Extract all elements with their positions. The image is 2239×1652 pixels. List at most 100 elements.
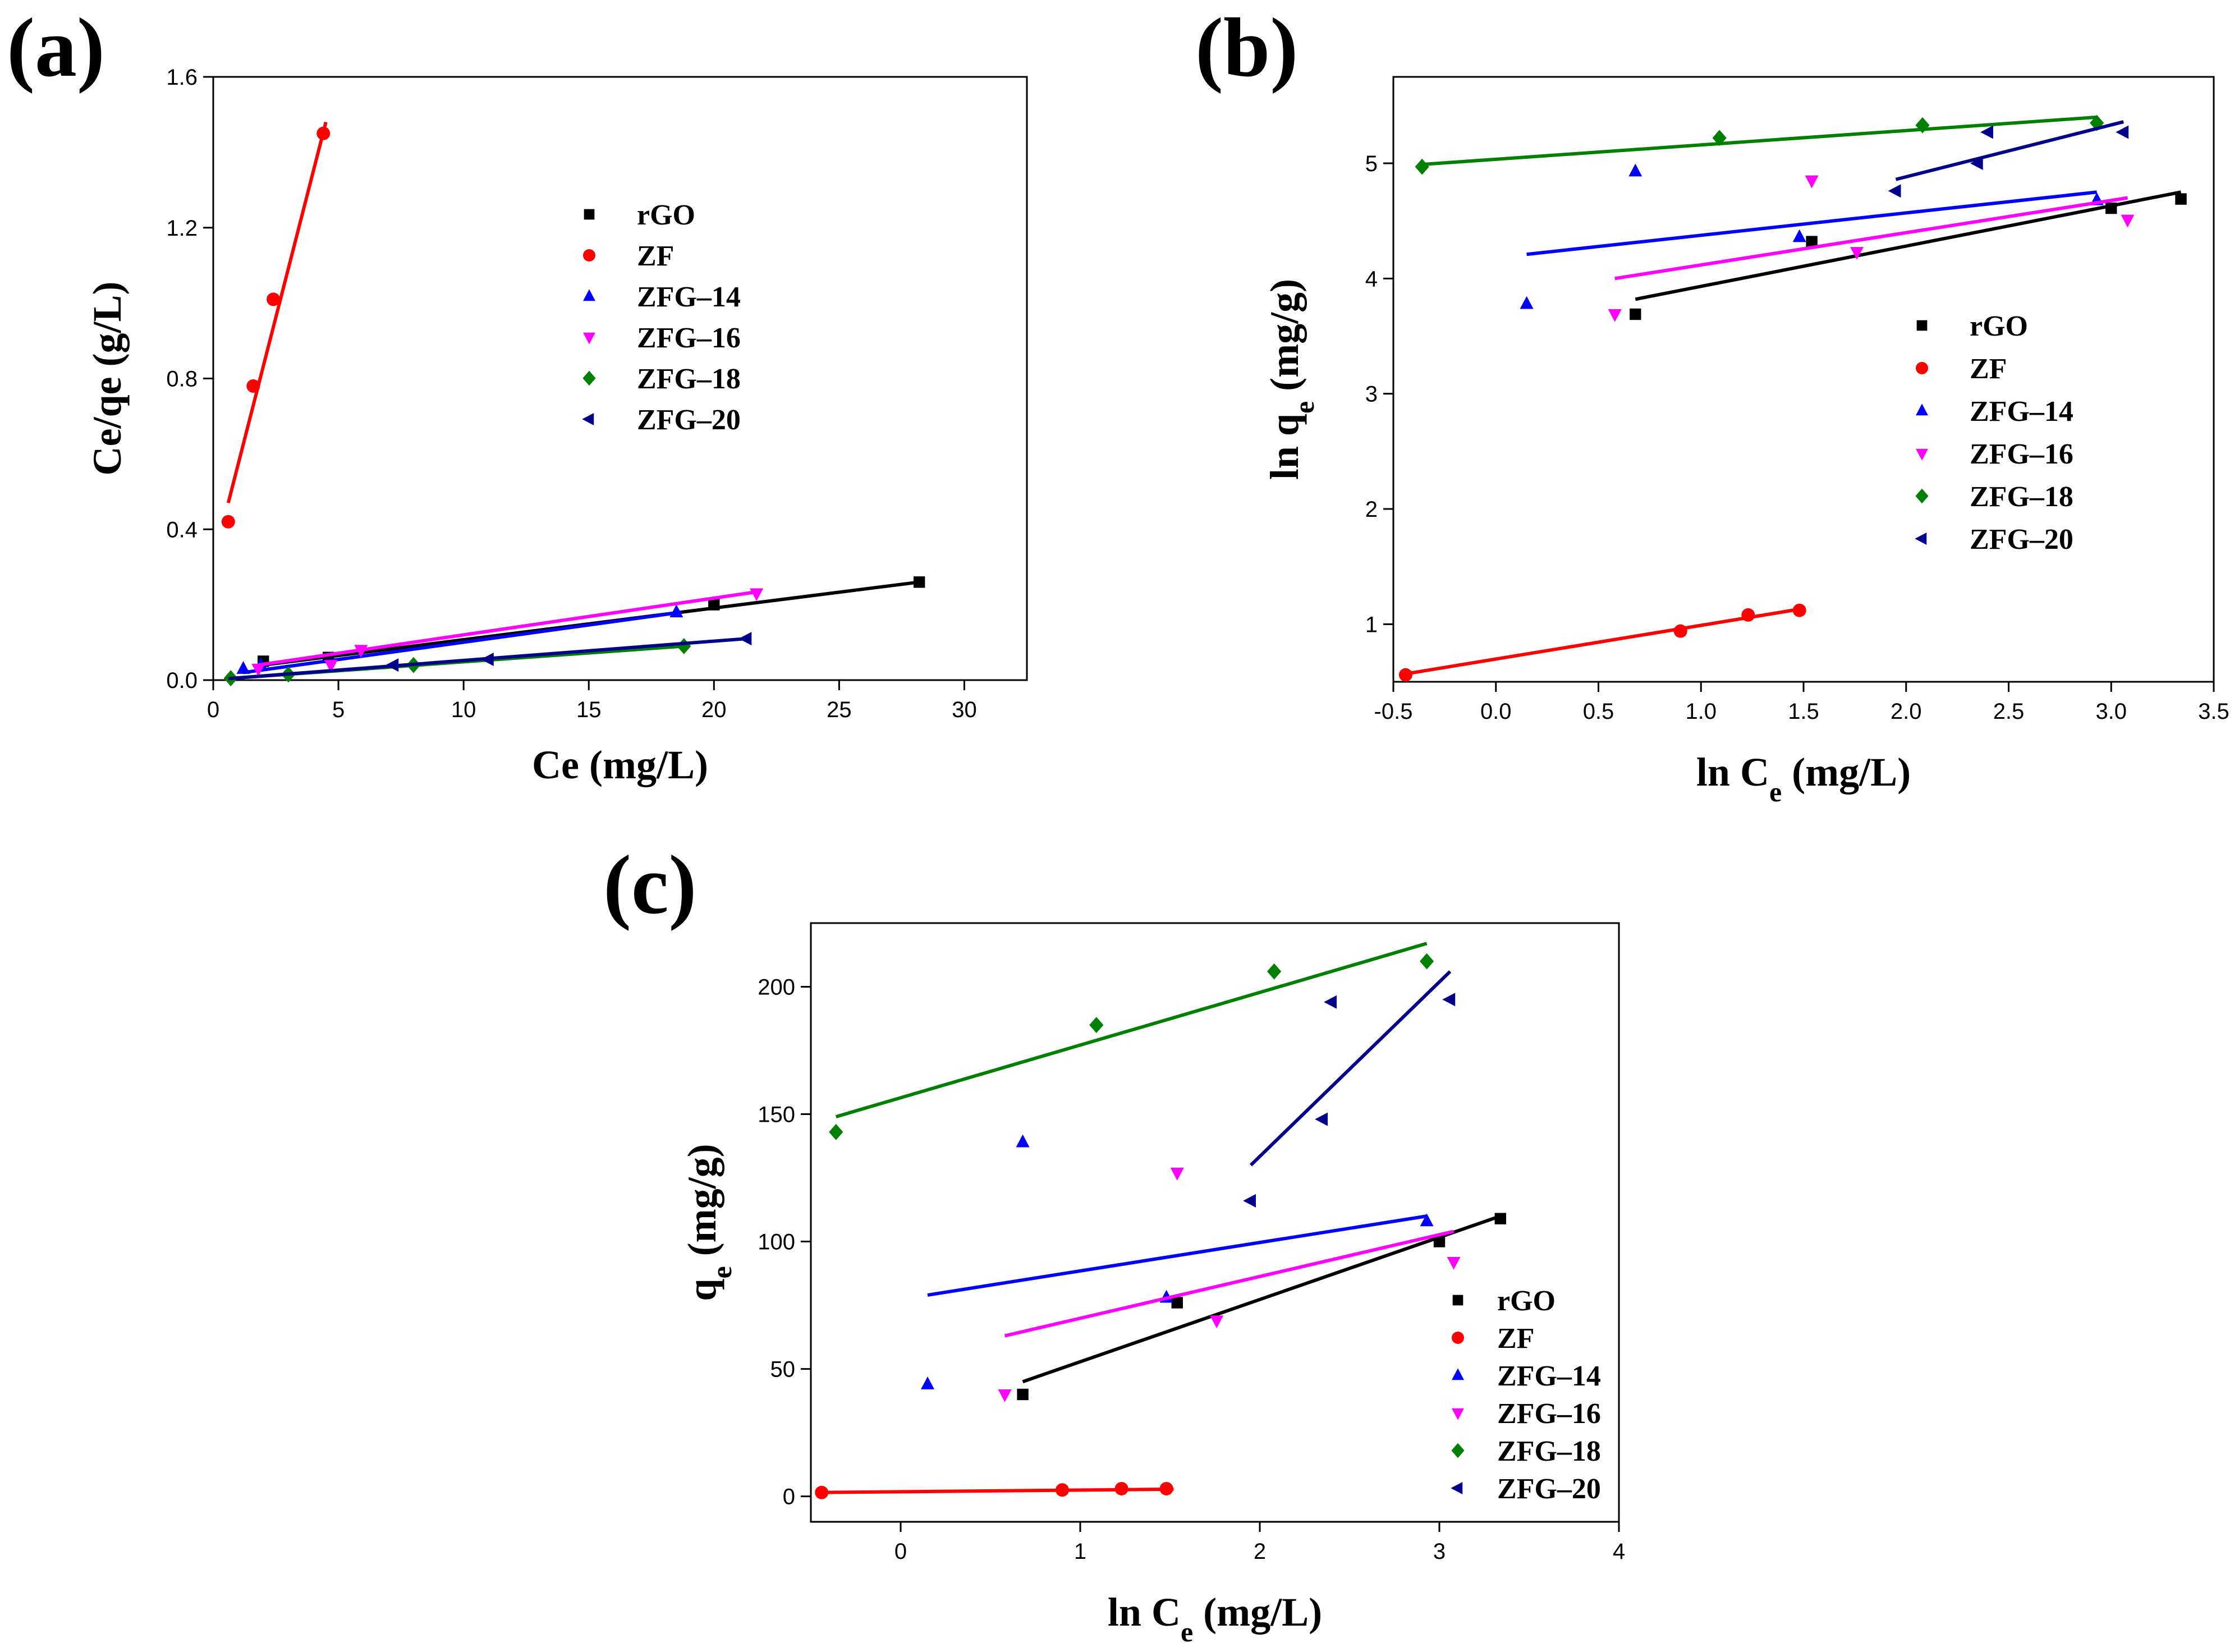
fit-line-c-zf: [816, 1487, 1174, 1494]
legend-marker-b-rgo: [1916, 320, 1928, 331]
point-b-rgo-0: [1630, 308, 1641, 320]
fit-line-b-zfg-18: [1421, 115, 2097, 167]
point-a-zfg-20-2: [738, 632, 752, 646]
panel-label-c: (c): [603, 838, 696, 931]
point-c-zfg-18-0: [829, 1123, 843, 1140]
legend-marker-b-zfg-18: [1915, 488, 1929, 504]
legend-marker-a-zfg-20: [582, 413, 594, 425]
fit-line-b-zfg-16: [1614, 196, 2128, 281]
legend-marker-a-rgo: [584, 209, 595, 220]
point-a-rgo-2: [708, 599, 720, 611]
x-axis-title-b-main: ln C: [1696, 750, 1769, 795]
series-c-rgo: [1017, 1213, 1506, 1401]
y-tick-label-b-4: 4: [1365, 267, 1378, 291]
x-axis-title-c-subscript: e: [1181, 1616, 1193, 1648]
legend-label-b-zfg-14: ZFG–14: [1970, 396, 2073, 428]
legend-marker-c-zfg-18: [1451, 1443, 1465, 1458]
legend-label-b-rgo: rGO: [1970, 310, 2028, 342]
point-b-zfg-20-1: [1970, 157, 1983, 170]
series-c-zfg-20: [1243, 970, 1456, 1208]
x-axis-title-b-subscript: e: [1769, 776, 1782, 807]
y-tick-label-c-100: 100: [758, 1230, 795, 1255]
point-b-zfg-14-2: [1792, 229, 1806, 242]
point-c-rgo-1: [1171, 1297, 1183, 1309]
y-tick-label-a-0-4: 0.4: [166, 517, 198, 542]
y-axis-title-b-subscript: e: [1288, 401, 1320, 414]
x-tick-label-a-20: 20: [701, 697, 727, 722]
legend-label-b-zfg-20: ZFG–20: [1970, 524, 2073, 556]
point-c-rgo-3: [1494, 1213, 1506, 1224]
series-c-zf: [815, 1481, 1174, 1499]
fit-line-c-rgo: [1022, 1214, 1501, 1384]
legend-marker-a-zf: [583, 249, 595, 261]
fit-line-b-rgo: [1635, 190, 2182, 301]
legend-c: rGO ZF ZFG–14 ZFG–16 ZFG–18 ZFG–20: [1451, 1285, 1601, 1505]
y-axis-title-b: ln qe (mg/g): [1262, 279, 1320, 480]
x-tick-label-a-25: 25: [827, 697, 852, 722]
y-axis-title-c-unit: (mg/g): [680, 1144, 724, 1266]
fit-line-b-zfg-14: [1526, 190, 2097, 256]
fit-line-c-zfg-20: [1249, 970, 1452, 1167]
x-axis-title-b-unit: (mg/L): [1782, 750, 1911, 795]
y-axis-title-c-subscript: e: [706, 1266, 737, 1278]
point-b-zf-2: [1741, 608, 1755, 622]
series-c-zfg-16: [998, 1167, 1461, 1402]
series-b-zfg-18: [1415, 114, 2104, 175]
y-axis-title-a: Ce/qe (g/L): [85, 282, 130, 476]
legend-marker-a-zfg-18: [582, 370, 596, 386]
x-tick-label-c-3: 3: [1433, 1539, 1446, 1564]
legend-marker-c-zf: [1452, 1332, 1464, 1344]
x-tick-label-a-10: 10: [451, 697, 476, 722]
point-a-rgo-3: [913, 576, 925, 588]
series-b-zf: [1398, 603, 1806, 682]
y-axis-title-b-unit: (mg/g): [1262, 279, 1307, 401]
series-a-zfg-20: [228, 632, 752, 681]
legend-label-c-zfg-18: ZFG–18: [1497, 1435, 1601, 1467]
panel-label-a: (a): [7, 1, 105, 94]
fit-line-c-zfg-16: [1004, 1229, 1455, 1338]
x-tick-label-a-5: 5: [332, 697, 345, 722]
series-c-zfg-18: [829, 942, 1434, 1140]
point-a-zfg-16-1: [324, 660, 338, 673]
series-b-zfg-20: [1888, 120, 2129, 198]
point-c-zf-3: [1159, 1481, 1173, 1495]
point-b-zf-1: [1673, 624, 1687, 638]
legend-label-a-rgo: rGO: [637, 199, 695, 231]
point-b-rgo-2: [2105, 202, 2117, 214]
x-axis-title-a: Ce (mg/L): [532, 742, 708, 787]
legend-marker-a-zfg-14: [583, 289, 595, 301]
point-b-zfg-20-3: [2116, 125, 2129, 139]
legend-marker-c-zfg-14: [1452, 1368, 1464, 1380]
legend-label-a-zfg-20: ZFG–20: [637, 404, 741, 436]
legend-a: rGO ZF ZFG–14 ZFG–16 ZFG–18 ZFG–20: [582, 199, 741, 436]
y-tick-label-b-1: 1: [1365, 612, 1378, 637]
point-c-zfg-20-0: [1243, 1194, 1256, 1208]
x-tick-label-b-1-5: 1.5: [1788, 699, 1819, 724]
point-c-zfg-16-3: [1447, 1256, 1461, 1270]
legend-label-b-zfg-16: ZFG–16: [1970, 438, 2073, 470]
plot-frame-c: [810, 922, 1620, 1523]
point-b-rgo-3: [2175, 193, 2187, 205]
point-a-zfg-16-0: [251, 663, 265, 677]
legend-label-c-zf: ZF: [1497, 1323, 1534, 1355]
x-tick-label-c-2: 2: [1254, 1539, 1266, 1564]
legend-label-b-zf: ZF: [1970, 353, 2007, 385]
point-b-zfg-14-0: [1520, 296, 1534, 309]
x-tick-label-a-0: 0: [207, 697, 219, 722]
point-b-zfg-18-0: [1415, 158, 1429, 175]
point-a-zfg-20-0: [386, 658, 399, 672]
point-b-zfg-16-3: [2121, 214, 2135, 228]
series-a-zf: [221, 121, 331, 529]
point-b-zf-0: [1398, 668, 1412, 682]
point-c-rgo-0: [1017, 1388, 1029, 1401]
point-c-zfg-18-2: [1267, 963, 1282, 980]
point-c-zfg-18-3: [1420, 953, 1434, 970]
y-tick-label-c-200: 200: [758, 975, 795, 1000]
fit-line-a-zfg-14: [243, 611, 682, 674]
x-axis-title-c-main: ln C: [1108, 1590, 1181, 1635]
point-c-zfg-16-0: [998, 1389, 1012, 1402]
legend-marker-c-rgo: [1452, 1295, 1463, 1306]
legend-marker-c-zfg-20: [1451, 1482, 1463, 1494]
